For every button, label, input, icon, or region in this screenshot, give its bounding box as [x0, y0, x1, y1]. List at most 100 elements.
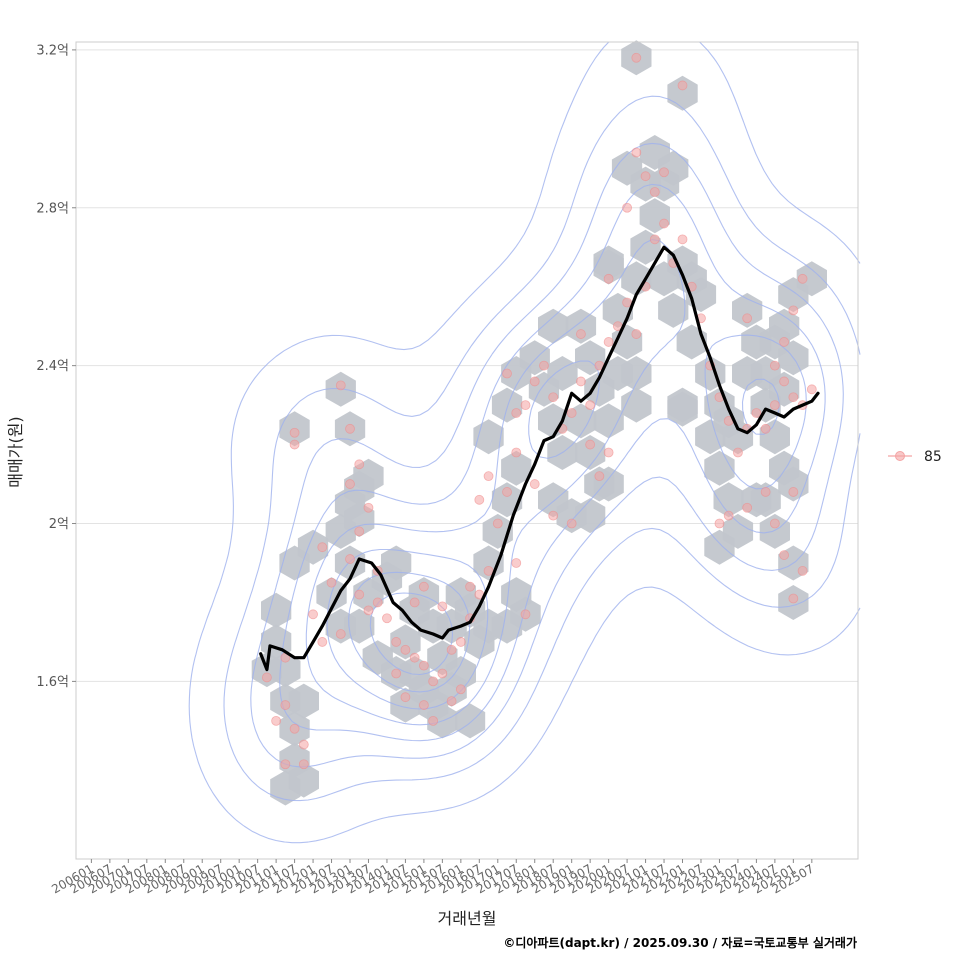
density-contour	[223, 95, 861, 802]
y-tick-label: 2.8억	[36, 201, 69, 216]
scatter-point	[566, 408, 577, 418]
scatter-point	[363, 605, 374, 616]
hexbin-cell	[593, 249, 624, 285]
hexbin-cell	[658, 292, 689, 328]
scatter-point	[751, 408, 762, 418]
scatter-point	[779, 337, 790, 347]
scatter-point	[677, 80, 688, 91]
scatter-point	[502, 487, 512, 497]
scatter-point	[742, 502, 753, 513]
scatter-point	[779, 550, 790, 560]
scatter-point	[511, 558, 522, 568]
scatter-point	[529, 376, 540, 387]
scatter-point	[640, 171, 651, 182]
hexbin-cell	[454, 703, 486, 739]
scatter-point	[382, 613, 392, 624]
y-tick-label: 2억	[49, 517, 69, 532]
hexbin-cell	[621, 387, 652, 423]
hexbin-cell	[390, 687, 421, 723]
hexbin-layer	[251, 40, 827, 806]
scatter-point	[428, 715, 439, 726]
scatter-point	[354, 589, 365, 600]
hexbin-cell	[288, 683, 319, 719]
hexbin-cell	[704, 450, 735, 486]
scatter-point	[391, 668, 402, 679]
scatter-point	[511, 408, 522, 418]
scatter-point	[391, 637, 402, 647]
scatter-point	[502, 368, 512, 379]
legend: 85	[888, 449, 942, 465]
scatter-point	[603, 337, 614, 347]
scatter-point	[585, 439, 596, 450]
scatter-point	[298, 739, 309, 750]
scatter-point	[437, 601, 448, 612]
scatter-point	[511, 447, 522, 458]
hexbin-cell	[658, 150, 689, 186]
scatter-point	[400, 692, 411, 703]
scatter-point	[428, 676, 439, 687]
scatter-point	[769, 360, 780, 371]
scatter-point	[271, 715, 282, 726]
scatter-point	[769, 518, 780, 529]
scatter-point	[788, 305, 799, 316]
scatter-point	[677, 234, 688, 245]
scatter-point	[576, 376, 586, 387]
scatter-point	[788, 487, 799, 497]
hexbin-cell	[769, 308, 800, 344]
hexbin-cell	[704, 529, 735, 565]
scatter-point	[760, 423, 771, 434]
scatter-point	[308, 609, 318, 620]
scatter-points	[261, 52, 817, 770]
scatter-point	[659, 218, 669, 229]
scatter-point	[631, 329, 642, 339]
scatter-point	[622, 202, 632, 213]
scatter-point	[594, 471, 605, 482]
scatter-point	[631, 52, 642, 63]
scatter-point	[539, 360, 549, 371]
density-contour	[326, 360, 780, 710]
scatter-point	[354, 459, 365, 470]
scatter-point	[335, 629, 346, 639]
scatter-point	[446, 696, 457, 707]
legend-key-point	[895, 451, 905, 461]
hexbin-cell	[575, 498, 606, 534]
hexbin-cell	[288, 762, 319, 798]
scatter-point	[354, 526, 365, 537]
scatter-point	[409, 597, 420, 608]
density-contours	[188, 41, 861, 844]
scatter-point	[280, 700, 291, 710]
scatter-point	[659, 167, 669, 178]
hexbin-cell	[750, 482, 781, 518]
y-tick-label: 3.2억	[36, 43, 69, 58]
scatter-point	[742, 313, 753, 324]
hexbin-cell	[501, 450, 532, 486]
hexbin-cell	[344, 608, 375, 644]
hexbin-cell	[621, 356, 652, 391]
scatter-point	[409, 652, 420, 663]
scatter-point	[363, 502, 374, 513]
scatter-point	[520, 400, 531, 411]
hexbin-cell	[390, 624, 421, 660]
series-line	[259, 245, 820, 672]
y-tick-label: 1.6억	[36, 675, 69, 690]
hexbin-cell	[538, 308, 569, 344]
scatter-point	[372, 597, 383, 608]
scatter-point	[603, 447, 614, 458]
hexbin-cell	[565, 308, 597, 344]
scatter-point	[779, 376, 790, 387]
scatter-point	[446, 644, 457, 655]
x-axis: 2006012006072007012007072008012008072009…	[49, 859, 816, 897]
scatter-point	[455, 637, 466, 647]
scatter-point	[769, 400, 780, 411]
scatter-point	[418, 700, 429, 710]
scatter-point	[289, 427, 300, 438]
hexbin-cell	[270, 652, 301, 688]
scatter-point	[345, 479, 355, 489]
scatter-point	[418, 660, 429, 671]
scatter-point	[520, 609, 531, 620]
moving-average-line	[259, 245, 820, 672]
hexbin-cell	[584, 466, 615, 502]
scatter-point	[548, 392, 559, 403]
scatter-point	[483, 471, 494, 482]
